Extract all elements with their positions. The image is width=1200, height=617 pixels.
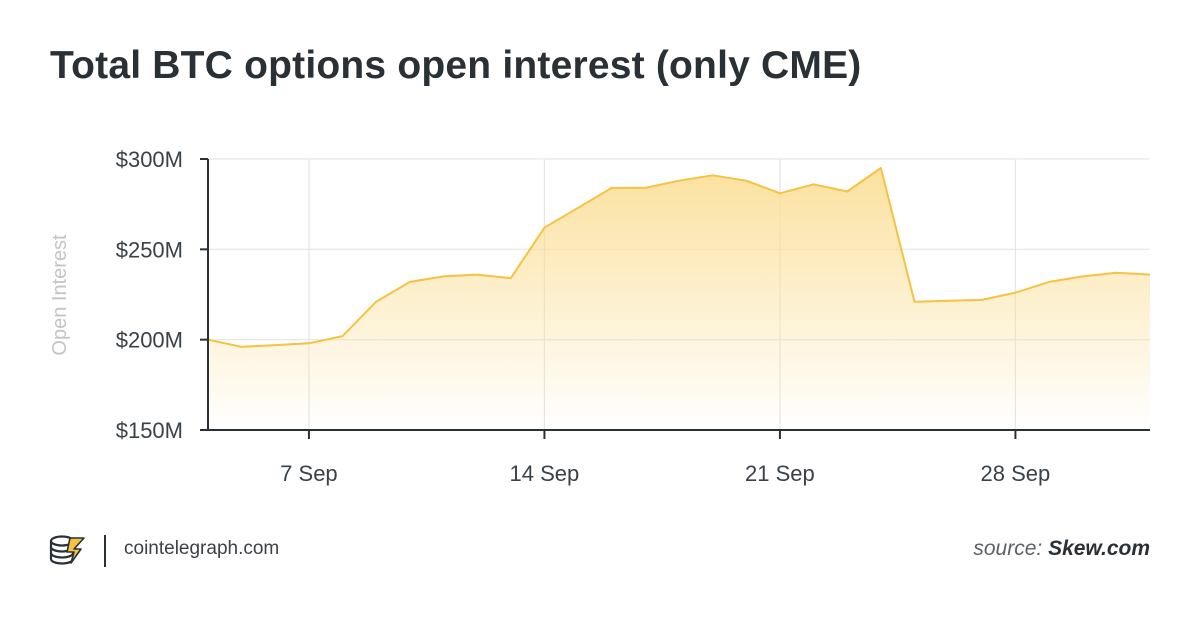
axes — [200, 158, 1150, 439]
x-tick-label: 28 Sep — [981, 461, 1051, 486]
x-tick-label: 14 Sep — [510, 461, 580, 486]
y-tick-labels: $150M $200M $250M $300M — [116, 147, 183, 443]
y-tick-label: $150M — [116, 418, 183, 443]
chart-title: Total BTC options open interest (only CM… — [50, 44, 862, 87]
x-tick-label: 21 Sep — [745, 461, 815, 486]
source-prefix: source: — [973, 537, 1043, 560]
site-link[interactable]: cointelegraph.com — [124, 538, 280, 559]
series-line — [207, 167, 1151, 348]
area-fill — [208, 168, 1150, 430]
y-tick-label: $300M — [116, 147, 183, 172]
cointelegraph-logo-icon[interactable] — [48, 532, 88, 568]
x-tick-label: 7 Sep — [280, 461, 338, 486]
y-tick-label: $250M — [116, 237, 183, 262]
y-axis-label: Open Interest — [49, 234, 71, 356]
footer-separator — [104, 535, 106, 567]
source-name[interactable]: Skew.com — [1048, 537, 1150, 560]
y-tick-label: $200M — [116, 328, 183, 353]
x-tick-labels: 7 Sep 14 Sep 21 Sep 28 Sep — [280, 461, 1050, 486]
source-credit: source: Skew.com — [973, 537, 1150, 561]
